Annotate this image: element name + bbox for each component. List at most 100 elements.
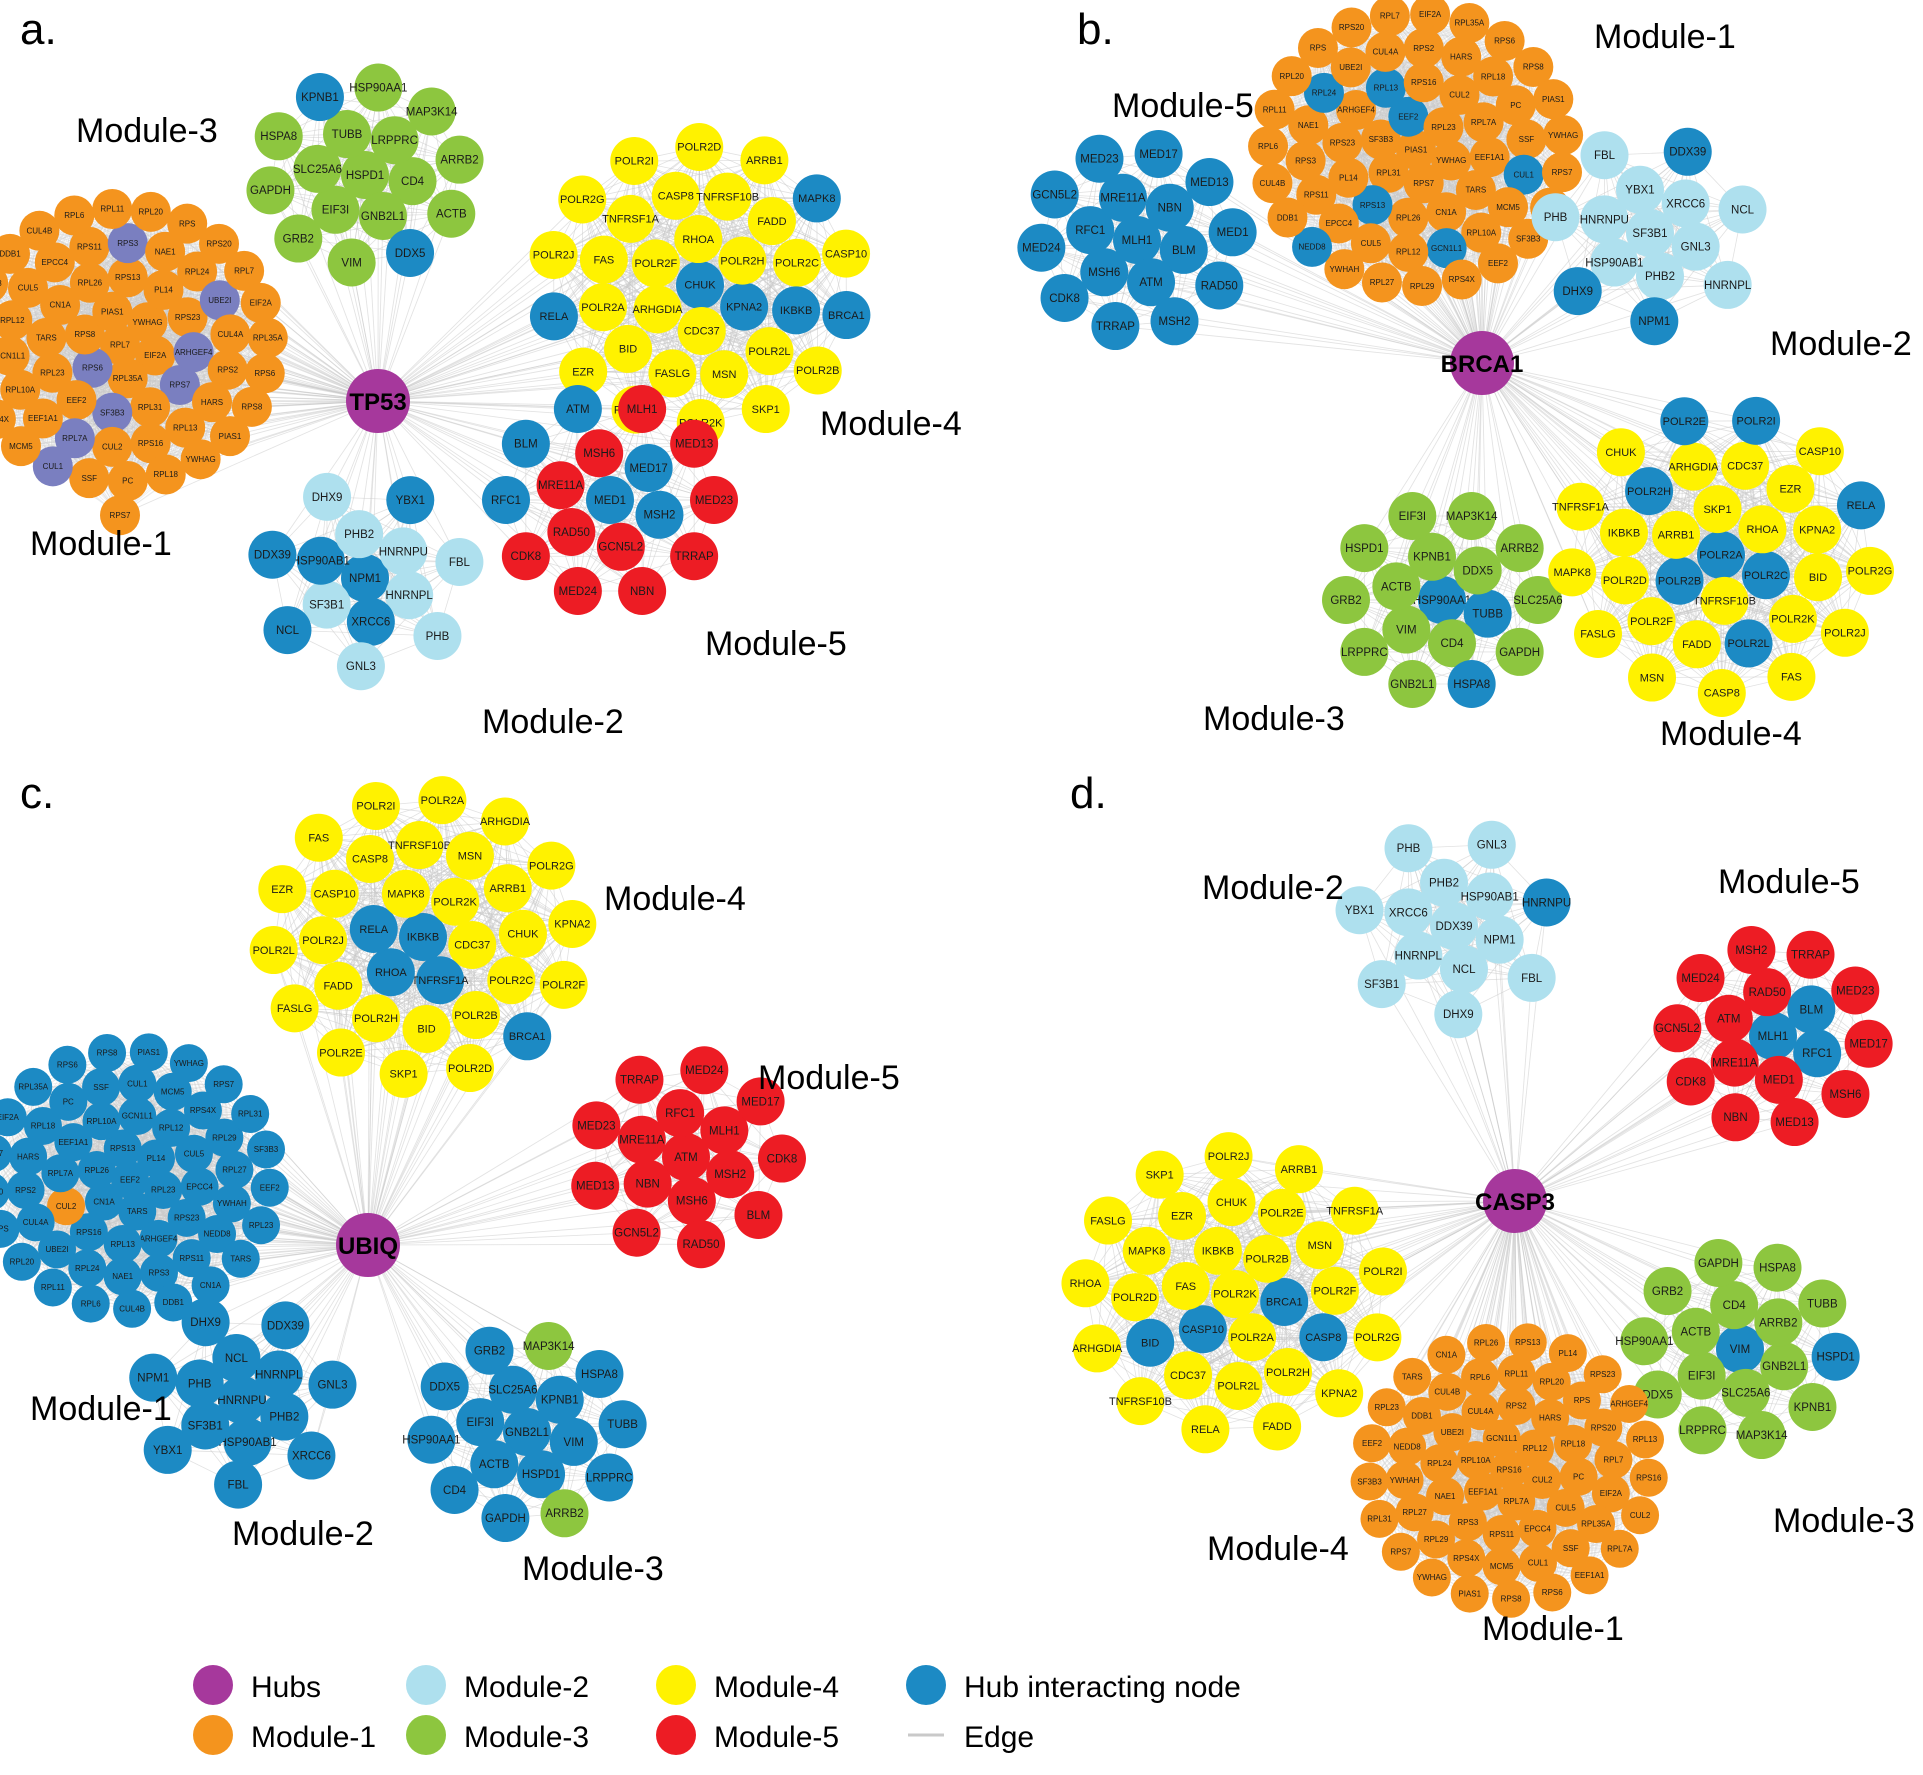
svg-text:POLR2A: POLR2A: [581, 302, 625, 314]
svg-text:RPS3: RPS3: [117, 239, 138, 248]
svg-text:CDK8: CDK8: [511, 551, 542, 563]
svg-text:BLM: BLM: [514, 439, 538, 451]
svg-text:RELA: RELA: [540, 311, 569, 323]
svg-text:RPL6: RPL6: [64, 211, 85, 220]
svg-text:TUBB: TUBB: [332, 129, 363, 141]
svg-text:ARHGEF4: ARHGEF4: [175, 348, 213, 357]
svg-text:TP53: TP53: [349, 389, 406, 416]
svg-text:Module-3: Module-3: [76, 112, 218, 150]
svg-text:POLR2L: POLR2L: [748, 346, 790, 358]
svg-text:MED13: MED13: [675, 439, 713, 451]
svg-text:RPS7: RPS7: [110, 511, 131, 520]
svg-text:RPL35A: RPL35A: [113, 374, 143, 383]
svg-text:CUL5: CUL5: [18, 284, 39, 293]
svg-text:MAP3K14: MAP3K14: [406, 106, 458, 118]
svg-text:SF3B3: SF3B3: [100, 408, 125, 417]
svg-text:CUL4A: CUL4A: [217, 330, 243, 339]
svg-text:RPS11: RPS11: [77, 243, 102, 252]
svg-text:CASP8: CASP8: [658, 190, 694, 202]
svg-text:LRPPRC: LRPPRC: [371, 135, 418, 147]
svg-text:SLC25A6: SLC25A6: [293, 164, 342, 176]
svg-text:MED24: MED24: [559, 586, 598, 598]
svg-text:MSH2: MSH2: [643, 510, 675, 522]
svg-text:NAE1: NAE1: [155, 247, 176, 256]
svg-text:SKP1: SKP1: [752, 404, 780, 416]
svg-text:POLR2G: POLR2G: [560, 194, 605, 206]
svg-text:RPS: RPS: [179, 219, 195, 228]
svg-text:FADD: FADD: [757, 216, 786, 228]
svg-text:CHUK: CHUK: [684, 280, 716, 292]
svg-text:RPS23: RPS23: [175, 313, 201, 322]
svg-text:RPL26: RPL26: [78, 279, 103, 288]
svg-text:HNRNPU: HNRNPU: [379, 546, 428, 558]
svg-text:Module-1: Module-1: [30, 525, 172, 563]
svg-text:POLR2F: POLR2F: [634, 258, 677, 270]
svg-text:MAPK8: MAPK8: [798, 193, 835, 205]
svg-text:RPL12: RPL12: [0, 316, 25, 325]
svg-text:FBL: FBL: [449, 557, 471, 569]
svg-text:FASLG: FASLG: [655, 368, 690, 380]
svg-text:IKBKB: IKBKB: [780, 305, 812, 317]
svg-text:CDC37: CDC37: [684, 326, 720, 338]
svg-text:CUL2: CUL2: [102, 443, 123, 452]
svg-text:RPL10A: RPL10A: [5, 385, 35, 394]
svg-text:PHB2: PHB2: [344, 529, 374, 541]
svg-text:CN1A: CN1A: [49, 301, 71, 310]
svg-text:MED23: MED23: [695, 495, 733, 507]
svg-text:TNFRSF10B: TNFRSF10B: [696, 191, 759, 203]
svg-text:TNFRSF1A: TNFRSF1A: [602, 214, 660, 226]
svg-text:NCL: NCL: [276, 625, 300, 637]
svg-text:RPS13: RPS13: [115, 273, 141, 282]
svg-text:POLR2B: POLR2B: [796, 365, 839, 377]
svg-text:RPL23: RPL23: [40, 368, 65, 377]
svg-text:Module-2: Module-2: [482, 703, 624, 741]
svg-text:BRCA1: BRCA1: [828, 310, 865, 322]
svg-text:GNL3: GNL3: [346, 661, 376, 673]
svg-text:RPS8: RPS8: [241, 403, 262, 412]
svg-text:KPNA2: KPNA2: [726, 301, 762, 313]
svg-text:EEF1A1: EEF1A1: [28, 414, 58, 423]
svg-text:PC: PC: [122, 477, 133, 486]
svg-text:MLH1: MLH1: [627, 404, 658, 416]
svg-text:POLR2D: POLR2D: [677, 142, 721, 154]
svg-text:POLR2J: POLR2J: [533, 250, 575, 262]
svg-text:RPS6: RPS6: [254, 369, 275, 378]
svg-text:EEF2: EEF2: [66, 396, 87, 405]
svg-text:RAD50: RAD50: [553, 527, 590, 539]
svg-text:ARRB1: ARRB1: [746, 155, 783, 167]
svg-text:RPS7: RPS7: [169, 381, 190, 390]
svg-text:KPNB1: KPNB1: [301, 92, 339, 104]
svg-text:RPL35A: RPL35A: [253, 334, 283, 343]
svg-text:HSPD1: HSPD1: [346, 170, 384, 182]
svg-text:POLR2I: POLR2I: [615, 156, 654, 168]
svg-text:MSH6: MSH6: [583, 448, 615, 460]
svg-text:RPL31: RPL31: [138, 403, 163, 412]
svg-text:RPS6: RPS6: [82, 363, 103, 372]
svg-text:EIF2A: EIF2A: [144, 351, 167, 360]
svg-text:NPM1: NPM1: [349, 573, 381, 585]
svg-text:RPL13: RPL13: [173, 423, 198, 432]
svg-text:RPS20: RPS20: [206, 240, 232, 249]
svg-text:FAS: FAS: [593, 254, 614, 266]
svg-text:ARHGDIA: ARHGDIA: [633, 304, 684, 316]
svg-text:MCM5: MCM5: [9, 442, 33, 451]
svg-text:GAPDH: GAPDH: [250, 185, 291, 197]
svg-text:TARS: TARS: [36, 334, 57, 343]
svg-text:SF3B1: SF3B1: [309, 599, 344, 611]
svg-text:MED17: MED17: [629, 463, 667, 475]
svg-text:HSPA8: HSPA8: [260, 131, 297, 143]
svg-text:POLR2H: POLR2H: [720, 255, 764, 267]
svg-text:RPL11: RPL11: [100, 205, 124, 214]
svg-text:ATM: ATM: [566, 404, 589, 416]
svg-text:RFC1: RFC1: [491, 495, 521, 507]
svg-text:YBX1: YBX1: [396, 495, 425, 507]
svg-text:VIM: VIM: [341, 257, 361, 269]
svg-text:SSF: SSF: [81, 474, 97, 483]
svg-text:DDX5: DDX5: [395, 248, 426, 260]
svg-text:MSN: MSN: [712, 369, 737, 381]
svg-text:RPL7: RPL7: [234, 267, 255, 276]
svg-text:Module-4: Module-4: [820, 405, 962, 443]
svg-text:YWHAG: YWHAG: [132, 318, 162, 327]
svg-text:EIF3I: EIF3I: [322, 205, 349, 217]
svg-text:a.: a.: [20, 5, 57, 54]
